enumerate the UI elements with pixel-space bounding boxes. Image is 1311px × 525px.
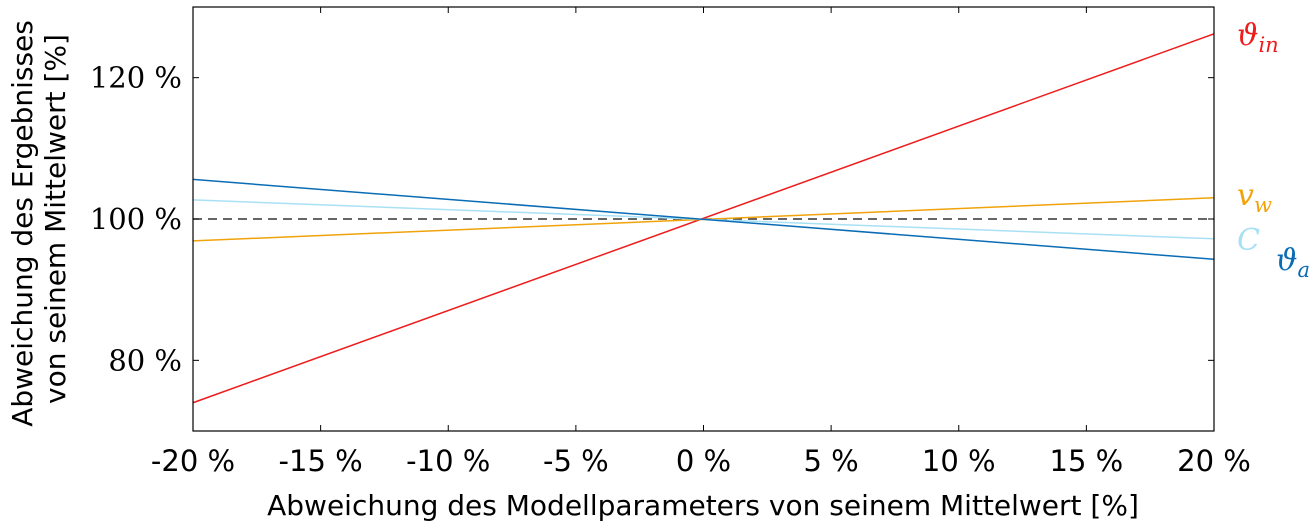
series-line-theta-a [193,178,1214,261]
series-label-4: ϑa [1276,243,1310,282]
x-axis-label: Abweichung des Modellparameters von sein… [267,489,1139,522]
y-tick-label: 80 % [108,343,182,377]
series-line-theta-in [193,33,1214,404]
series-label-1: ϑin [1237,18,1279,57]
x-tick-label: 15 % [1050,444,1124,478]
series-label-2: vw [1237,178,1272,217]
x-tick-label: -5 % [543,444,609,478]
y-axis-label-line-1: Abweichung des Ergebnisses [6,20,39,427]
y-tick-label: 100 % [90,202,182,236]
series-label-3: C [1237,223,1260,258]
y-axis-label-line-2: von seinem Mittelwert [%] [39,34,72,404]
x-tick-label: 10 % [922,444,996,478]
x-tick-label: 0 % [676,444,731,478]
y-tick-label: 120 % [90,61,182,95]
x-tick-label: -15 % [279,444,363,478]
x-tick-label: -20 % [151,444,235,478]
x-tick-label: 20 % [1177,444,1251,478]
x-tick-label: -10 % [406,444,490,478]
y-axis-label: Abweichung des Ergebnisses von seinem Mi… [6,11,72,427]
x-tick-label: 5 % [804,444,859,478]
